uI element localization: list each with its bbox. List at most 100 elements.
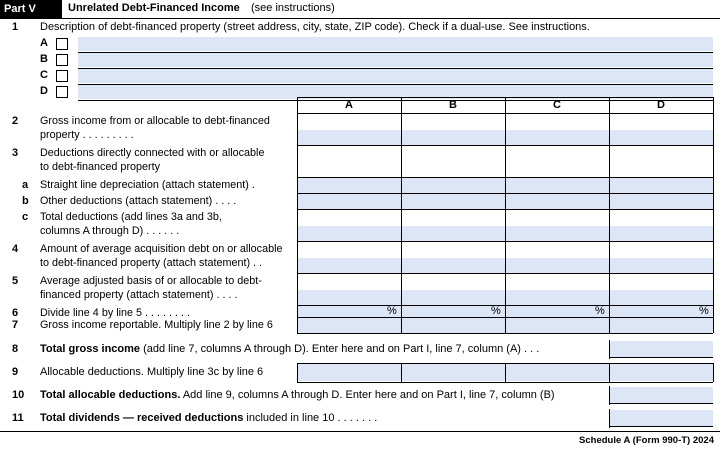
percent-sign: % (699, 305, 709, 317)
amount-field[interactable] (506, 226, 609, 241)
amount-field[interactable] (506, 130, 609, 145)
amount-field[interactable] (298, 306, 401, 317)
line-number: 1 (12, 21, 19, 33)
line-text: property . . . . . . . . . (40, 129, 134, 141)
address-field[interactable] (78, 85, 713, 99)
line-text: Gross income from or allocable to debt-f… (40, 115, 270, 127)
line-number: 2 (12, 115, 19, 127)
amount-field[interactable] (402, 226, 505, 241)
col-rule (297, 363, 713, 364)
amount-field[interactable] (610, 130, 713, 145)
line-number: b (22, 195, 29, 207)
amount-field[interactable] (298, 130, 401, 145)
amount-field[interactable] (506, 318, 609, 333)
amount-field[interactable] (402, 306, 505, 317)
column-header: B (449, 99, 457, 111)
amount-field[interactable] (506, 178, 609, 193)
col-divider (505, 97, 506, 333)
col-rule (297, 382, 713, 383)
row-letter: B (40, 53, 48, 65)
line-text: Total dividends — received deductions in… (40, 412, 377, 425)
amount-field[interactable] (610, 364, 713, 381)
line-number: 8 (12, 343, 19, 355)
col-divider (505, 363, 506, 382)
amount-field[interactable] (402, 178, 505, 193)
amount-field[interactable] (610, 341, 713, 358)
amount-field[interactable] (402, 258, 505, 273)
col-rule (297, 333, 713, 334)
amount-field[interactable] (506, 306, 609, 317)
col-divider (713, 363, 714, 382)
amount-field[interactable] (298, 178, 401, 193)
row-rule (78, 84, 713, 85)
line-number: 3 (12, 147, 19, 159)
row-rule (78, 68, 713, 69)
column-header: D (657, 99, 665, 111)
col-divider (297, 363, 298, 382)
col-divider (297, 97, 298, 333)
amount-field[interactable] (610, 290, 713, 305)
amount-field[interactable] (298, 290, 401, 305)
col-divider (609, 363, 610, 382)
amount-field[interactable] (402, 130, 505, 145)
col-divider (401, 97, 402, 333)
line-number: c (22, 211, 29, 223)
row-letter: A (40, 37, 48, 49)
amount-field[interactable] (506, 290, 609, 305)
percent-sign: % (491, 305, 501, 317)
col-divider (713, 97, 714, 333)
column-header: A (345, 99, 353, 111)
percent-sign: % (595, 305, 605, 317)
col-divider (401, 363, 402, 382)
row-letter: C (40, 69, 48, 81)
checkbox[interactable] (56, 54, 68, 66)
address-field[interactable] (78, 53, 713, 67)
col-divider (609, 340, 610, 359)
percent-sign: % (387, 305, 397, 317)
checkbox[interactable] (56, 70, 68, 82)
amount-field[interactable] (298, 318, 401, 333)
amount-field[interactable] (402, 364, 505, 381)
amount-field[interactable] (402, 194, 505, 209)
line-text-bold: Total gross income (40, 343, 141, 355)
address-field[interactable] (78, 37, 713, 51)
amount-field[interactable] (610, 410, 713, 427)
amount-field[interactable] (298, 194, 401, 209)
amount-field[interactable] (298, 364, 401, 381)
address-field[interactable] (78, 69, 713, 83)
line-text-bold: Total dividends — received deductions (40, 412, 244, 424)
line-text: included in line 10 . . . . . . . (243, 412, 378, 424)
amount-field[interactable] (506, 364, 609, 381)
line-text: Description of debt-financed property (s… (40, 21, 590, 33)
line-text: financed property (attach statement) . .… (40, 289, 238, 301)
row-letter: D (40, 85, 48, 97)
amount-field[interactable] (610, 178, 713, 193)
amount-field[interactable] (298, 258, 401, 273)
part-note: (see instructions) (251, 2, 335, 14)
amount-field[interactable] (610, 318, 713, 333)
amount-field[interactable] (610, 306, 713, 317)
col-divider (609, 97, 610, 333)
line-text: to debt-financed property (attach statem… (40, 257, 263, 269)
line-number: 4 (12, 243, 19, 255)
line-number: 6 (12, 307, 19, 319)
amount-field[interactable] (506, 258, 609, 273)
line-text: Allocable deductions. Multiply line 3c b… (40, 366, 263, 379)
amount-field[interactable] (610, 258, 713, 273)
amount-field[interactable] (506, 194, 609, 209)
line-text: Amount of average acquisition debt on or… (40, 243, 283, 255)
header-rule (0, 18, 720, 19)
line-text: Add line 9, columns A through D. Enter h… (180, 389, 555, 401)
part-label: Part V (0, 0, 62, 18)
amount-field[interactable] (610, 387, 713, 404)
checkbox[interactable] (56, 86, 68, 98)
row-rule (78, 100, 713, 101)
amount-field[interactable] (402, 290, 505, 305)
amount-field[interactable] (610, 194, 713, 209)
line-number: 11 (12, 412, 24, 424)
line-text-bold: Total allocable deductions. (40, 389, 181, 401)
amount-field[interactable] (402, 318, 505, 333)
amount-field[interactable] (298, 226, 401, 241)
checkbox[interactable] (56, 38, 68, 50)
amount-field[interactable] (610, 226, 713, 241)
